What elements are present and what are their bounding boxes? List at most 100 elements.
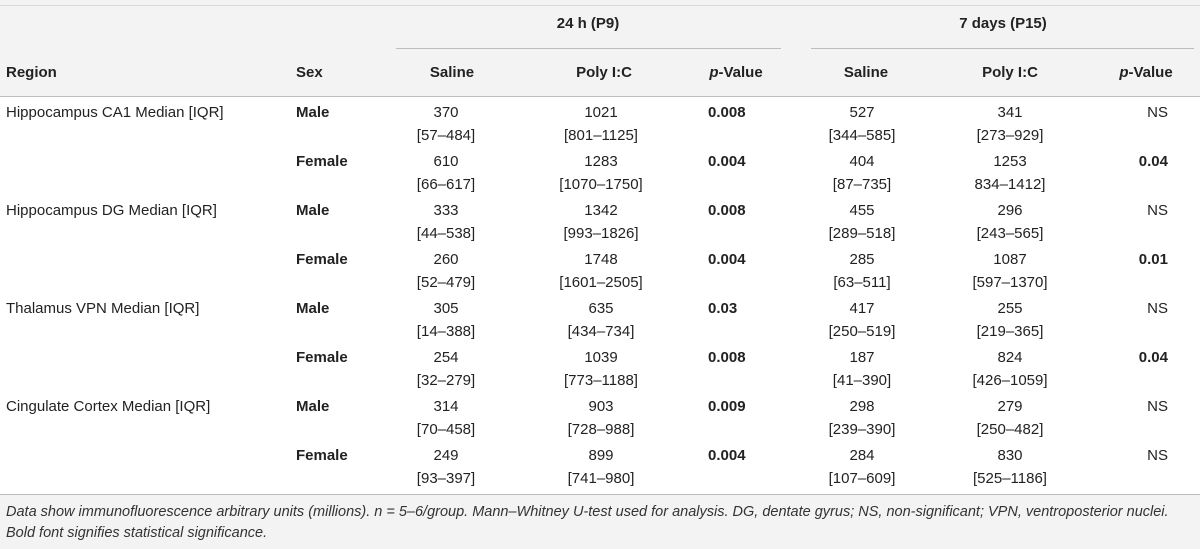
saline-24h-cell: 254 [32–279] [417,346,475,392]
saline-7d-cell: 404 [87–735] [833,150,891,196]
median-value: 830 [997,447,1023,464]
median-value: 260 [433,251,459,268]
median-value: 296 [997,202,1023,219]
region-label: Cingulate Cortex Median [IQR] [6,398,211,415]
median-value: 903 [588,398,614,415]
region-label: Hippocampus DG Median [IQR] [6,202,217,219]
poly-7d-cell: 824 [426–1059] [972,346,1047,392]
iqr-value: 834–1412] [974,176,1046,193]
poly-24h-cell: 1342 [993–1826] [563,199,638,245]
median-value: 1283 [584,153,618,170]
median-value: 249 [433,447,459,464]
median-value: 314 [433,398,459,415]
group-rule-7days [811,48,1194,49]
pvalue-7d-cell: NS [1147,104,1168,121]
iqr-value: [63–511] [833,274,891,291]
poly-24h-cell: 1283 [1070–1750] [559,150,642,196]
median-value: 455 [849,202,875,219]
iqr-value: [70–458] [416,421,476,438]
median-value: 1087 [993,251,1027,268]
sex-label: Female [296,153,348,170]
saline-7d-cell: 187 [41–390] [833,346,891,392]
median-value: 1021 [584,104,618,121]
iqr-value: [993–1826] [563,225,639,242]
sex-label: Female [296,251,348,268]
median-value: 1342 [584,202,618,219]
median-value: 404 [849,153,875,170]
median-value: 284 [849,447,875,464]
median-value: 1748 [584,251,618,268]
region-label: Thalamus VPN Median [IQR] [6,300,200,317]
pvalue-7d-cell: NS [1147,202,1168,219]
poly-7d-cell: 830 [525–1186] [973,444,1047,490]
median-value: 824 [997,349,1023,366]
iqr-value: [93–397] [416,470,476,487]
pvalue-24h-cell: 0.008 [708,104,746,121]
sex-label: Male [296,398,330,415]
iqr-value: [41–390] [832,372,892,389]
group-header-7days: 7 days (P15) [959,15,1047,32]
median-value: 305 [433,300,459,317]
iqr-value: [728–988] [567,421,635,438]
median-value: 254 [433,349,459,366]
iqr-value: [14–388] [416,323,476,340]
poly-24h-cell: 1039 [773–1188] [564,346,638,392]
median-value: 279 [997,398,1023,415]
iqr-value: [44–538] [416,225,476,242]
median-value: 187 [849,349,875,366]
iqr-value: [426–1059] [972,372,1048,389]
median-value: 610 [433,153,459,170]
header-rule [0,96,1200,97]
poly-7d-cell: 1253 834–1412] [975,150,1046,196]
footnote: Data show immunofluorescence arbitrary u… [6,504,1169,541]
iqr-value: [219–365] [976,323,1044,340]
pvalue-7d-cell: 0.01 [1138,251,1168,268]
sex-label: Male [296,202,330,219]
col-header-pvalue-7d: p-Value [1119,64,1173,81]
sex-label: Male [296,104,330,121]
saline-7d-cell: 417 [250–519] [829,297,896,343]
poly-7d-cell: 1087 [597–1370] [972,248,1047,294]
median-value: 370 [433,104,459,121]
saline-7d-cell: 527 [344–585] [829,101,896,147]
median-value: 341 [997,104,1023,121]
median-value: 417 [849,300,875,317]
saline-24h-cell: 370 [57–484] [417,101,475,147]
median-value: 1039 [584,349,618,366]
poly-24h-cell: 899 [741–980] [568,444,635,490]
iqr-value: [239–390] [828,421,896,438]
iqr-value: [273–929] [976,127,1044,144]
col-header-poly-24h: Poly I:C [576,64,632,81]
footnote-background [0,495,1200,549]
col-header-saline-7d: Saline [843,64,889,81]
iqr-value: [344–585] [828,127,896,144]
iqr-value: [741–980] [567,470,635,487]
poly-7d-cell: 279 [250–482] [977,395,1044,441]
pvalue-7d-cell: NS [1147,447,1168,464]
iqr-value: [525–1186] [973,470,1047,487]
pvalue-24h-cell: 0.004 [708,251,746,268]
iqr-value: [66–617] [416,176,476,193]
saline-24h-cell: 305 [14–388] [417,297,475,343]
col-header-saline-24h: Saline [429,64,475,81]
poly-24h-cell: 1748 [1601–2505] [559,248,642,294]
bottom-rule [0,494,1200,495]
poly-7d-cell: 341 [273–929] [977,101,1044,147]
saline-7d-cell: 455 [289–518] [829,199,896,245]
saline-24h-cell: 260 [52–479] [417,248,475,294]
sex-label: Male [296,300,330,317]
median-value: 899 [588,447,614,464]
poly-24h-cell: 1021 [801–1125] [564,101,638,147]
saline-24h-cell: 314 [70–458] [417,395,475,441]
saline-7d-cell: 298 [239–390] [829,395,896,441]
iqr-value: [250–482] [976,421,1044,438]
pvalue-7d-cell: NS [1147,300,1168,317]
iqr-value: [107–609] [828,470,896,487]
pvalue-24h-cell: 0.004 [708,153,746,170]
median-value: 527 [849,104,875,121]
iqr-value: [434–734] [567,323,635,340]
pvalue-7d-cell: 0.04 [1138,349,1168,366]
iqr-value: [1601–2505] [559,274,643,291]
pvalue-24h-cell: 0.03 [708,300,738,317]
